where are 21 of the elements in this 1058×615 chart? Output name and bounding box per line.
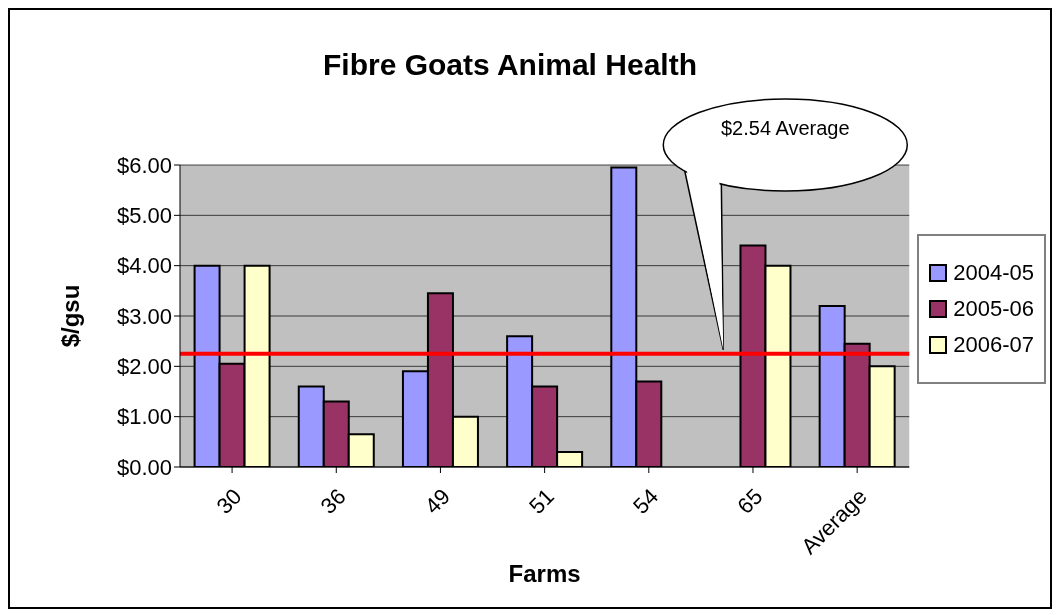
x-tick-label: 54 <box>628 483 664 519</box>
x-tick-label: 30 <box>211 483 247 519</box>
y-tick-label: $4.00 <box>116 253 172 279</box>
chart-title: Fibre Goats Animal Health <box>322 48 698 82</box>
ref-line-label: $2.54 Average <box>720 117 850 139</box>
x-tick-label: 65 <box>732 483 768 519</box>
x-tick-label: 51 <box>524 483 560 519</box>
legend-label: 2006-07 <box>953 331 1034 358</box>
y-axis-title: $/gsu <box>56 284 84 348</box>
legend-label: 2004-05 <box>953 259 1034 286</box>
y-tick-label: $6.00 <box>116 152 172 178</box>
y-tick-label: $0.00 <box>116 454 172 480</box>
speech-bubble: $2.54 Average <box>662 98 909 351</box>
y-tick-label: $1.00 <box>116 404 172 430</box>
legend-label: 2005-06 <box>953 295 1034 322</box>
y-tick-label: $3.00 <box>116 303 172 329</box>
y-tick-label: $5.00 <box>116 203 172 229</box>
x-tick-label: 36 <box>315 483 351 519</box>
y-tick-label: $2.00 <box>116 354 172 380</box>
x-axis-title: Farms <box>508 560 581 587</box>
x-tick-label: 49 <box>419 483 455 519</box>
